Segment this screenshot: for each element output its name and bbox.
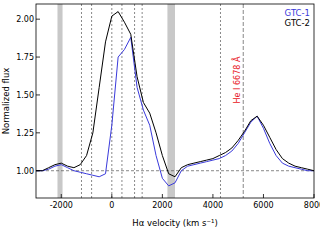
x-tick-label: 2000 [152, 201, 172, 210]
plot-area [36, 4, 314, 198]
x-tick [212, 194, 213, 198]
y-tick-label: 1.00 [16, 167, 34, 176]
annotation-line [243, 4, 244, 198]
y-axis-label: Normalized flux [1, 68, 11, 135]
y-tick-label: 1.25 [16, 129, 34, 138]
x-tick [162, 194, 163, 198]
y-tick-label: 2.00 [16, 15, 34, 24]
legend-entry: GTC-2 [285, 18, 310, 28]
x-tick-label: 0 [109, 201, 114, 210]
y-tick-label: 1.50 [16, 91, 34, 100]
y-tick [36, 132, 40, 133]
y-tick [36, 170, 40, 171]
shaded-region [167, 4, 175, 198]
x-tick-label: -2000 [50, 201, 73, 210]
vline [111, 4, 112, 198]
y-tick [36, 57, 40, 58]
chart: -2000 0 2000 4000 6000 8000 1.00 1.25 1.50 1.75 2.… [0, 0, 320, 232]
y-tick-label: 1.75 [16, 53, 34, 62]
y-tick [36, 19, 40, 20]
vline [81, 4, 82, 198]
vline [91, 4, 92, 198]
series-line [36, 12, 314, 177]
legend-entry: GTC-1 [285, 8, 310, 18]
x-tick [263, 194, 264, 198]
vline [121, 4, 122, 198]
x-tick [61, 194, 62, 198]
x-tick [314, 194, 315, 198]
vline [220, 4, 221, 198]
x-tick [111, 194, 112, 198]
x-axis-label: Hα velocity (km s⁻¹) [132, 218, 217, 228]
frame [36, 4, 314, 198]
series-line [36, 37, 314, 186]
x-tick-label: 8000 [304, 201, 320, 210]
hline [36, 170, 314, 171]
vline [142, 4, 143, 198]
y-tick [36, 94, 40, 95]
x-tick-label: 6000 [253, 201, 273, 210]
x-tick-label: 4000 [203, 201, 223, 210]
vline [134, 4, 135, 198]
annotation: He I 6678 Å [231, 56, 242, 103]
shaded-region [57, 4, 62, 198]
